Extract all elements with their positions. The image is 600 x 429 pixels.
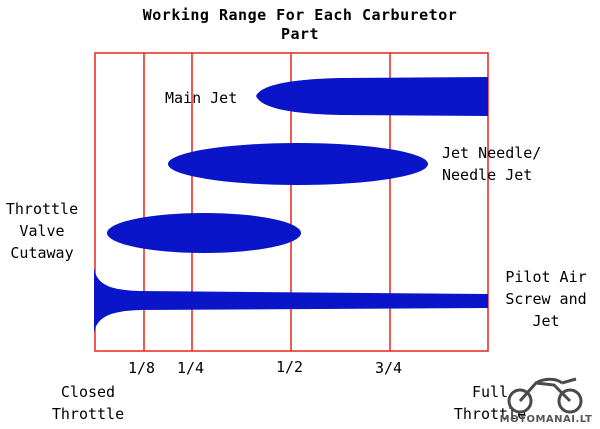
jet-needle-label: Jet Needle/ Needle Jet [442,144,542,184]
jet-needle-range [168,143,428,185]
chart-title-line-1: Working Range For Each Carburetor [142,6,458,24]
pilot-label: Pilot Air Screw and Jet [505,268,587,330]
tick-label-1-2: 1/2 [276,358,304,376]
tick-label-3-4: 3/4 [375,359,403,377]
full-throttle-label: Full Throttle [453,383,527,423]
logo-text: MOTOMANAI.LT [499,414,593,425]
throttle-valve-label: Throttle Valve Cutaway [5,200,79,262]
chart-title-line-2: Part [280,25,320,43]
motorcycle-icon [507,377,583,414]
tick-label-1-4: 1/4 [177,359,205,377]
tick-label-1-8: 1/8 [128,359,156,377]
throttle-valve-range [107,213,301,253]
pilot-range [94,268,488,333]
main-jet-range [256,77,488,116]
motomanai-logo: MOTOMANAI.LT [496,375,596,425]
chart-title: Working Range For Each Carburetor Part [0,6,600,44]
closed-throttle-label: Closed Throttle [51,383,125,423]
main-jet-label: Main Jet [165,89,238,107]
range-shapes [94,77,488,333]
